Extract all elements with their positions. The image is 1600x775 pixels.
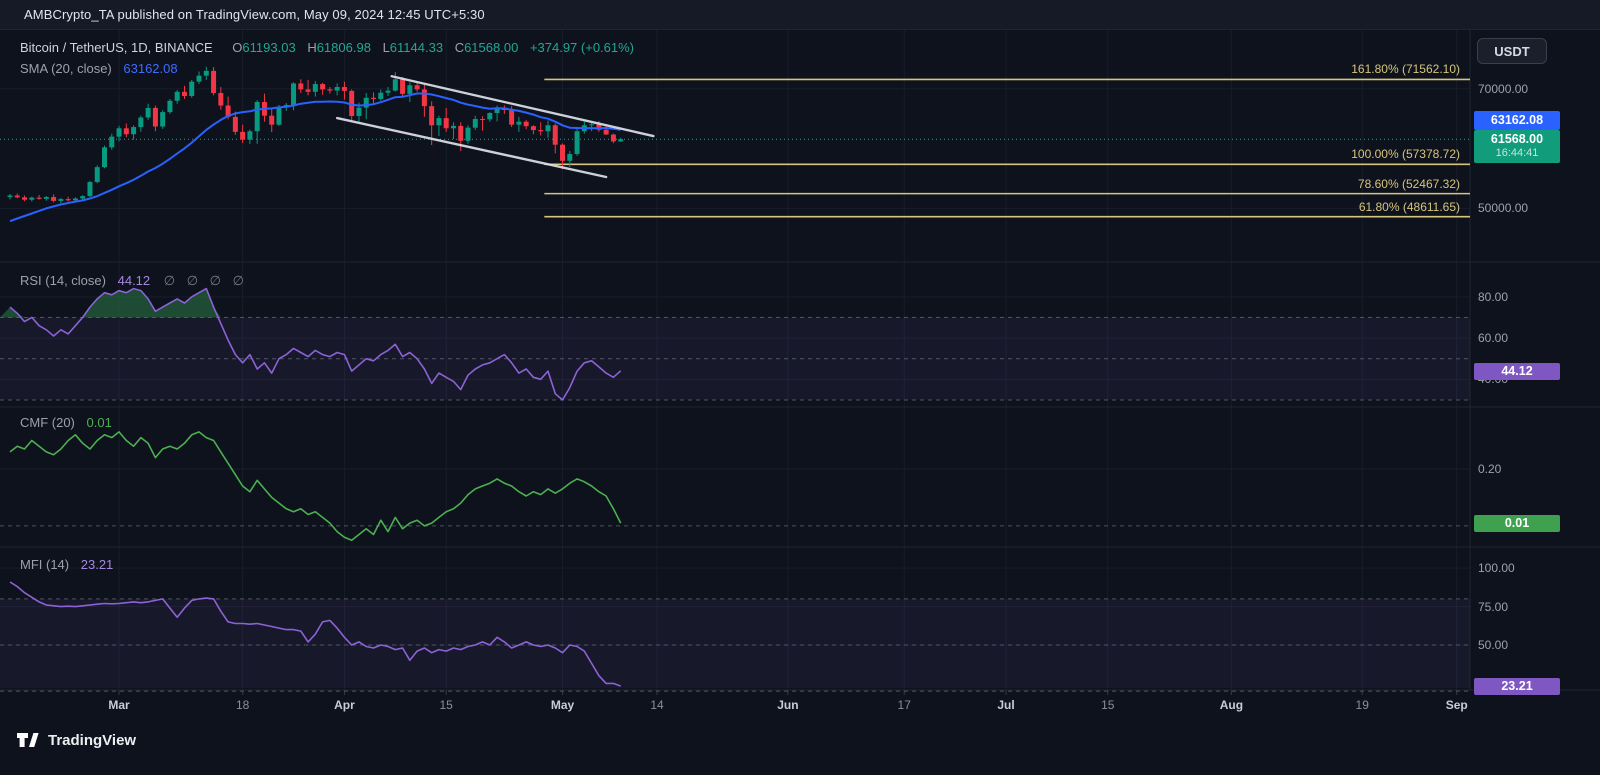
time-axis-label[interactable]: Mar bbox=[108, 698, 130, 712]
symbol-title: Bitcoin / TetherUS, 1D, BINANCE bbox=[20, 40, 213, 55]
time-axis-label[interactable]: 17 bbox=[897, 698, 911, 712]
mfi-axis-box: 23.21 bbox=[1474, 678, 1560, 695]
fib-level-label: 78.60% (52467.32) bbox=[1357, 176, 1460, 191]
sma-label: SMA (20, close) bbox=[20, 61, 112, 76]
time-axis-label[interactable]: 19 bbox=[1355, 698, 1369, 712]
ohlc-open-label: O bbox=[232, 40, 243, 55]
rsi-legend[interactable]: RSI (14, close) 44.12 ∅ ∅ ∅ ∅ bbox=[20, 273, 244, 289]
tradingview-brand-text: TradingView bbox=[48, 731, 137, 749]
mfi-scale-tick: 100.00 bbox=[1478, 561, 1515, 576]
price-scale-tick: 70000.00 bbox=[1478, 81, 1529, 96]
time-axis-label[interactable]: Jul bbox=[997, 698, 1015, 712]
time-axis-label[interactable]: Aug bbox=[1219, 698, 1244, 712]
main-symbol-legend[interactable]: Bitcoin / TetherUS, 1D, BINANCE O61193.0… bbox=[20, 40, 634, 55]
tradingview-attribution[interactable]: TradingView bbox=[16, 729, 136, 751]
time-axis-label[interactable]: May bbox=[550, 698, 575, 712]
ohlc-open-value: 61193.03 bbox=[242, 40, 296, 55]
cmf-label: CMF (20) bbox=[20, 415, 75, 430]
time-axis-label[interactable]: Jun bbox=[777, 698, 799, 712]
fib-level-label: 100.00% (57378.72) bbox=[1351, 147, 1460, 162]
mfi-label: MFI (14) bbox=[20, 557, 70, 572]
time-axis-label[interactable]: Sep bbox=[1445, 698, 1468, 712]
time-axis-label[interactable]: Apr bbox=[334, 698, 355, 712]
time-axis-label[interactable]: 15 bbox=[1101, 698, 1115, 712]
cmf-axis-box: 0.01 bbox=[1474, 515, 1560, 532]
ohlc-close-value: 61568.00 bbox=[464, 40, 519, 55]
rsi-scale-tick: 80.00 bbox=[1478, 289, 1509, 304]
change-value: +374.97 (+0.61%) bbox=[529, 40, 635, 55]
cmf-scale-tick: 0.20 bbox=[1478, 461, 1502, 476]
tradingview-logo-icon bbox=[17, 733, 39, 747]
time-axis-label[interactable]: 14 bbox=[650, 698, 664, 712]
mfi-scale-tick: 75.00 bbox=[1478, 599, 1509, 614]
time-axis-label[interactable]: 15 bbox=[439, 698, 453, 712]
publish-bar: AMBCrypto_TA published on TradingView.co… bbox=[0, 0, 1600, 30]
ohlc-high-value: 61806.98 bbox=[316, 40, 371, 55]
price-scale-tick: 50000.00 bbox=[1478, 201, 1529, 216]
currency-toggle-label: USDT bbox=[1494, 43, 1530, 59]
time-axis-label[interactable]: 18 bbox=[235, 698, 250, 712]
ohlc-low-label: L bbox=[382, 40, 390, 55]
cmf-legend[interactable]: CMF (20) 0.01 bbox=[20, 415, 112, 430]
sma-legend[interactable]: SMA (20, close) 63162.08 bbox=[20, 61, 178, 76]
mfi-legend[interactable]: MFI (14) 23.21 bbox=[20, 557, 113, 572]
publish-text: AMBCrypto_TA published on TradingView.co… bbox=[24, 7, 485, 22]
sma-value: 63162.08 bbox=[123, 61, 178, 76]
currency-toggle-button[interactable]: USDT bbox=[1477, 38, 1547, 64]
fib-level-label: 161.80% (71562.10) bbox=[1351, 62, 1460, 77]
ohlc-close-label: C bbox=[454, 40, 465, 55]
rsi-scale-tick: 60.00 bbox=[1478, 331, 1509, 346]
ohlc-high-label: H bbox=[307, 40, 317, 55]
last-price-axis-box: 61568.00 16:44:41 bbox=[1474, 130, 1560, 163]
cmf-value: 0.01 bbox=[86, 415, 112, 430]
sma-axis-box: 63162.08 bbox=[1474, 111, 1560, 130]
rsi-empty-inputs: ∅ ∅ ∅ ∅ bbox=[163, 273, 244, 288]
bar-countdown: 16:44:41 bbox=[1495, 147, 1539, 159]
ohlc-low-value: 61144.33 bbox=[389, 40, 444, 55]
fib-level-label: 61.80% (48611.65) bbox=[1358, 199, 1460, 214]
rsi-axis-box: 44.12 bbox=[1474, 363, 1560, 380]
mfi-scale-tick: 50.00 bbox=[1478, 637, 1509, 652]
rsi-value: 44.12 bbox=[117, 273, 151, 288]
rsi-label: RSI (14, close) bbox=[20, 273, 106, 288]
mfi-value: 23.21 bbox=[80, 557, 114, 572]
